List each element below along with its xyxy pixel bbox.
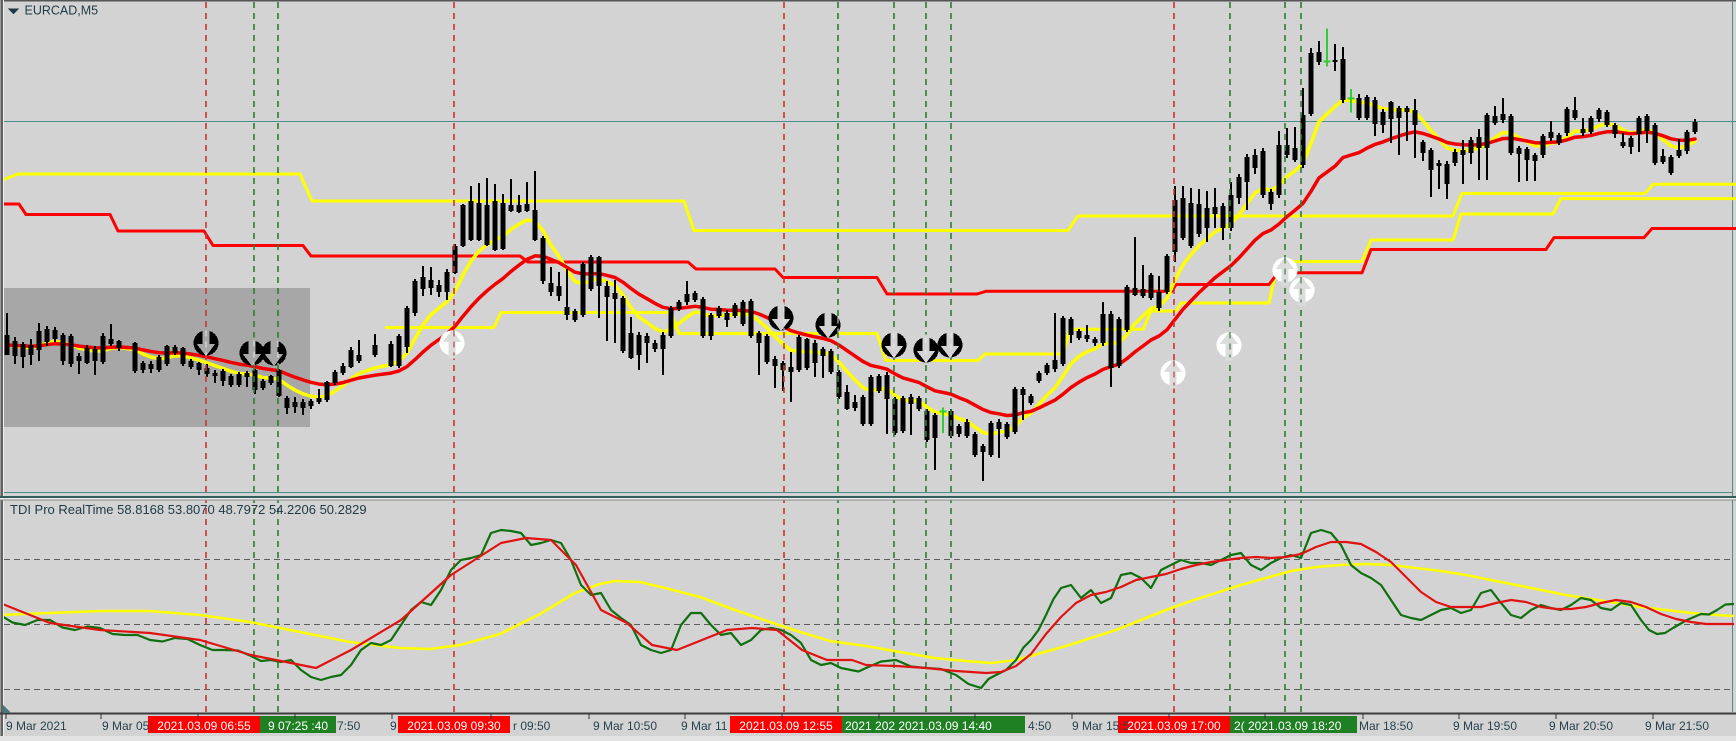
svg-text:9 Mar 10:50: 9 Mar 10:50 [593, 719, 657, 733]
svg-text:9 Mar 15:5: 9 Mar 15:5 [1072, 719, 1130, 733]
svg-text:2021.03.09 06:55: 2021.03.09 06:55 [157, 719, 251, 733]
svg-text:2021 202 2021.03.09 14:40: 2021 202 2021.03.09 14:40 [845, 719, 992, 733]
svg-text:TDI Pro RealTime 58.8168 53.80: TDI Pro RealTime 58.8168 53.8070 48.7972… [10, 502, 367, 517]
svg-text:9 Mar 05:: 9 Mar 05: [102, 719, 153, 733]
svg-text:2021.03.09 09:30: 2021.03.09 09:30 [407, 719, 501, 733]
svg-text:9 Mar 20:50: 9 Mar 20:50 [1549, 719, 1613, 733]
svg-text:9: 9 [390, 719, 397, 733]
svg-text:Mar 18:50: Mar 18:50 [1359, 719, 1413, 733]
svg-text:9 Mar 19:50: 9 Mar 19:50 [1453, 719, 1517, 733]
svg-text:r 09:50: r 09:50 [513, 719, 551, 733]
svg-text:EURCAD,M5: EURCAD,M5 [25, 4, 99, 18]
svg-text:4:50: 4:50 [1028, 719, 1052, 733]
svg-text:9 Mar 21:50: 9 Mar 21:50 [1645, 719, 1709, 733]
svg-text:2021.03.09 12:55: 2021.03.09 12:55 [739, 719, 833, 733]
svg-text:2021.03.09 17:00: 2021.03.09 17:00 [1127, 719, 1221, 733]
svg-text:9 07:25 :40: 9 07:25 :40 [268, 719, 328, 733]
svg-text:9 Mar 2021: 9 Mar 2021 [6, 719, 67, 733]
svg-text:9 Mar 11: 9 Mar 11 [681, 719, 728, 733]
svg-text:2( 2021.03.09 18:20: 2( 2021.03.09 18:20 [1234, 719, 1342, 733]
svg-text:7:50: 7:50 [337, 719, 361, 733]
